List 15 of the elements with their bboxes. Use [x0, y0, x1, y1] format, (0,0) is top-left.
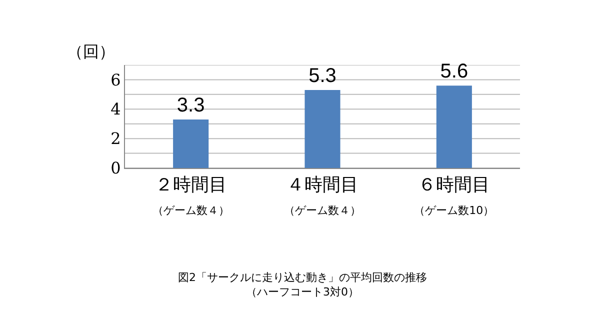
y-tick-label: 2 — [110, 129, 121, 148]
y-tick-label: 6 — [110, 70, 121, 90]
data-label: 5.6 — [440, 60, 468, 83]
y-tick-label: 0 — [110, 158, 121, 178]
bar — [173, 119, 209, 168]
y-axis-title: （回） — [67, 42, 115, 61]
data-label: 5.3 — [308, 65, 336, 88]
data-label: 3.3 — [176, 94, 205, 116]
caption: 図2「サークルに走り込む動き」の平均回数の推移（ハーフコート3対0） — [178, 271, 427, 298]
bar — [436, 86, 472, 168]
bar — [304, 90, 340, 168]
x-tick-label: ４時間目（ゲーム数４） — [284, 174, 361, 217]
x-tick-label: ６時間目（ゲーム数10） — [414, 174, 494, 217]
x-tick-label: ２時間目（ゲーム数４） — [152, 174, 230, 217]
y-tick-label: 4 — [110, 100, 121, 119]
